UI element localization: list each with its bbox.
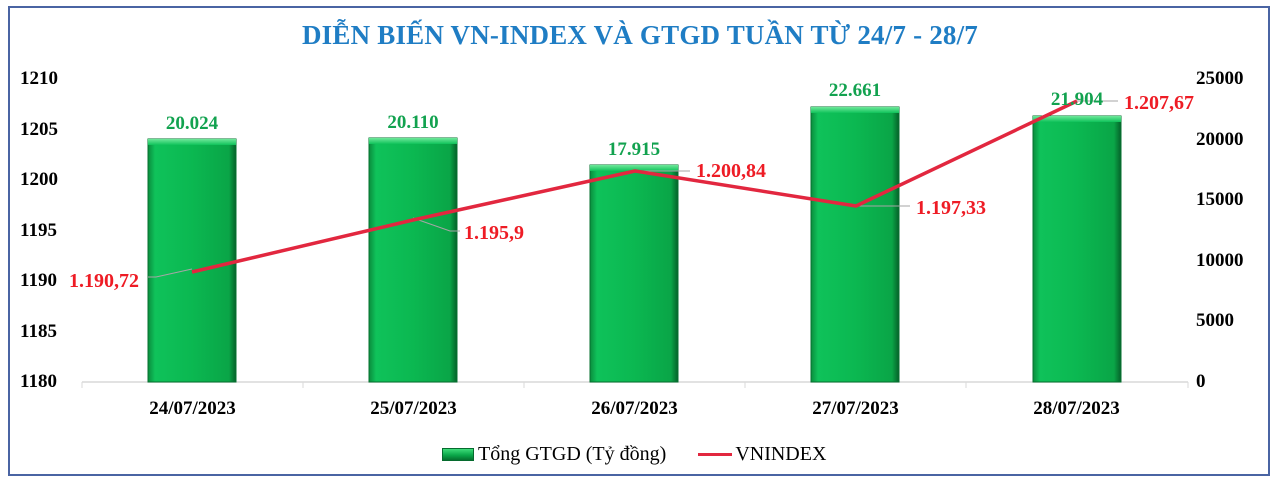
bar [147, 138, 237, 383]
bar-swatch-icon [442, 447, 474, 461]
bar [589, 164, 679, 383]
x-axis-label: 24/07/2023 [149, 398, 236, 419]
right-axis-tick: 5000 [1196, 310, 1234, 331]
line-data-label: 1.195,9 [464, 222, 524, 244]
right-axis-tick: 20000 [1196, 129, 1244, 150]
line-data-label: 1.207,67 [1124, 92, 1194, 114]
bar-data-label: 20.110 [387, 112, 439, 133]
x-axis-label: 27/07/2023 [812, 398, 899, 419]
bar [368, 137, 458, 383]
bar [810, 106, 900, 383]
legend: Tổng GTGD (Tỷ đồng) VNINDEX [442, 443, 858, 465]
left-axis-tick: 1180 [20, 371, 57, 392]
bar-data-label: 22.661 [828, 80, 882, 101]
left-axis-tick: 1190 [20, 270, 57, 291]
x-axis-label: 26/07/2023 [591, 398, 678, 419]
x-axis-ticks [81, 382, 1189, 388]
x-axis-label: 28/07/2023 [1033, 398, 1120, 419]
right-axis-tick: 25000 [1196, 68, 1244, 89]
left-axis-tick: 1210 [20, 68, 58, 89]
legend-label: VNINDEX [735, 442, 827, 465]
x-axis-label: 25/07/2023 [370, 398, 457, 419]
bar-data-label: 17.915 [607, 139, 661, 160]
bar-data-label: 21.904 [1050, 89, 1104, 110]
vnindex-line [191, 99, 1078, 274]
legend-label: Tổng GTGD (Tỷ đồng) [478, 442, 667, 465]
line-data-label: 1.197,33 [916, 197, 986, 219]
right-axis-tick: 10000 [1196, 250, 1244, 271]
line-swatch-icon [698, 452, 733, 456]
right-axis-tick: 0 [1196, 371, 1206, 392]
line-data-label: 1.190,72 [69, 270, 139, 292]
bar-series [147, 106, 1122, 383]
legend-item-line[interactable]: VNINDEX [698, 443, 826, 466]
bar [1032, 115, 1122, 383]
chart-title: DIỄN BIẾN VN-INDEX VÀ GTGD TUẦN TỪ 24/7 … [301, 20, 979, 50]
left-axis-tick: 1205 [20, 119, 58, 140]
left-axis-tick: 1195 [20, 220, 57, 241]
right-axis-tick: 15000 [1196, 189, 1244, 210]
bar-data-label: 20.024 [165, 113, 219, 134]
line-data-label: 1.200,84 [696, 160, 766, 182]
left-axis-tick: 1185 [20, 321, 57, 342]
legend-item-bar[interactable]: Tổng GTGD (Tỷ đồng) [442, 443, 666, 466]
left-axis-tick: 1200 [20, 169, 58, 190]
